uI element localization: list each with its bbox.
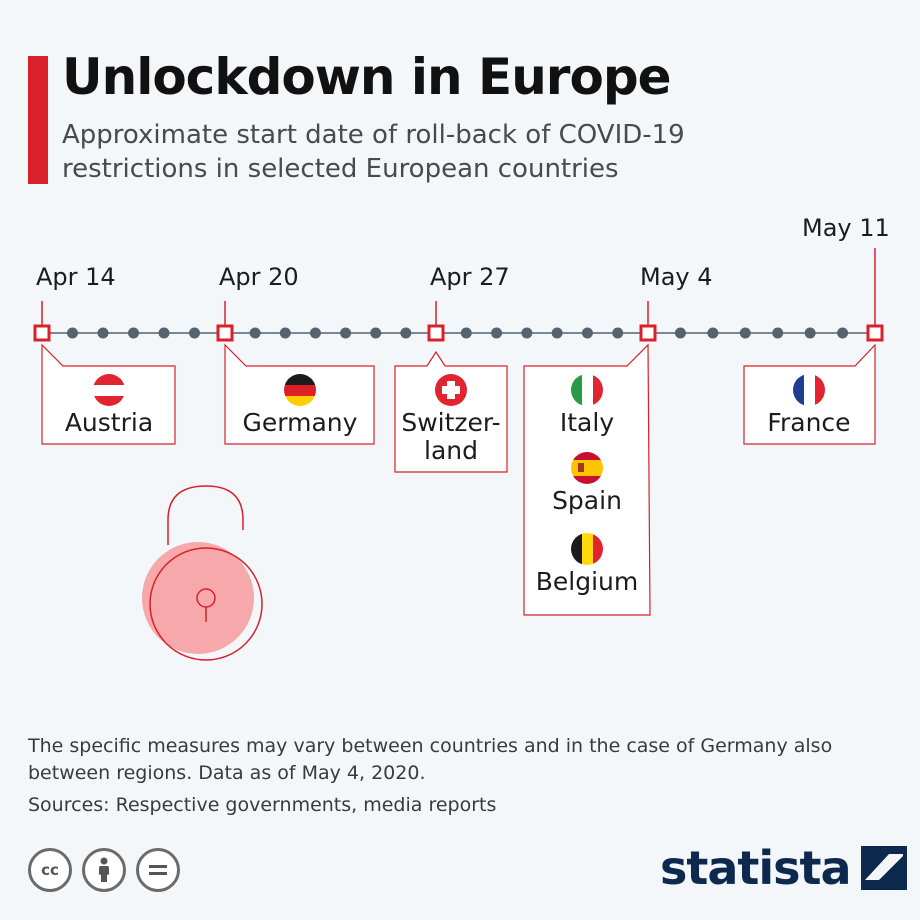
day-dot bbox=[370, 327, 382, 339]
day-dot bbox=[400, 327, 412, 339]
switzerland-flag-icon bbox=[435, 374, 467, 406]
statista-logo[interactable]: statista bbox=[660, 838, 907, 898]
attribution-icon[interactable] bbox=[82, 848, 126, 892]
day-dot bbox=[67, 327, 78, 339]
date-tick-may4: May 4 bbox=[639, 263, 713, 342]
brand-name: statista bbox=[660, 841, 852, 895]
no-derivatives-icon[interactable] bbox=[136, 848, 180, 892]
day-dot bbox=[739, 327, 751, 339]
country-label-switzerland: Switzer-land bbox=[401, 408, 500, 465]
country-label-spain: Spain bbox=[552, 486, 622, 515]
timeline-chart: Apr 14 Apr 20 Apr 27 May 4 May 11 Austri… bbox=[33, 214, 890, 661]
day-dot bbox=[340, 327, 352, 339]
statista-mark-icon bbox=[860, 846, 907, 890]
day-dot bbox=[249, 327, 261, 339]
date-label-apr27: Apr 27 bbox=[430, 263, 510, 291]
day-dot bbox=[128, 327, 139, 339]
germany-flag-icon bbox=[284, 374, 316, 406]
day-dot bbox=[837, 327, 849, 339]
spain-flag-icon bbox=[571, 452, 603, 484]
date-tick-apr27: Apr 27 bbox=[427, 263, 510, 342]
chart-subtitle: Approximate start date of roll-back of C… bbox=[62, 120, 685, 184]
day-dot bbox=[551, 327, 563, 339]
sources: Sources: Respective governments, media r… bbox=[28, 794, 497, 816]
country-label-belgium: Belgium bbox=[536, 567, 639, 596]
cc-icon[interactable]: cc bbox=[28, 848, 72, 892]
accent-bar bbox=[28, 56, 48, 184]
date-label-may4: May 4 bbox=[640, 263, 713, 291]
day-dot bbox=[97, 327, 109, 339]
event-box-may4: Italy Spain Belgium bbox=[523, 343, 651, 616]
day-dot bbox=[707, 327, 719, 339]
italy-flag-icon bbox=[571, 374, 603, 406]
event-box-france: France bbox=[743, 343, 876, 445]
footnote: The specific measures may vary between c… bbox=[28, 735, 833, 784]
belgium-flag-icon bbox=[571, 533, 603, 565]
day-dot bbox=[772, 327, 784, 339]
day-dot bbox=[279, 327, 291, 339]
date-tick-apr20: Apr 20 bbox=[216, 263, 299, 342]
france-flag-icon bbox=[793, 374, 825, 406]
day-dot bbox=[189, 327, 200, 339]
event-box-switzerland: Switzer-land bbox=[394, 350, 508, 473]
event-box-germany: Germany bbox=[224, 343, 375, 445]
date-label-may11: May 11 bbox=[802, 214, 890, 242]
event-box-austria: Austria bbox=[41, 343, 176, 445]
day-dot bbox=[804, 327, 816, 339]
country-label-italy: Italy bbox=[560, 408, 614, 437]
open-padlock-icon bbox=[142, 485, 263, 661]
day-dot bbox=[581, 327, 593, 339]
chart-title: Unlockdown in Europe bbox=[62, 48, 672, 106]
day-dot bbox=[674, 327, 686, 339]
date-tick-apr14: Apr 14 bbox=[33, 263, 116, 342]
day-dot bbox=[612, 327, 624, 339]
date-tick-may11: May 11 bbox=[802, 214, 890, 342]
date-label-apr20: Apr 20 bbox=[219, 263, 299, 291]
country-label-germany: Germany bbox=[243, 408, 358, 437]
austria-flag-icon bbox=[93, 374, 125, 406]
date-label-apr14: Apr 14 bbox=[36, 263, 116, 291]
day-dot bbox=[521, 327, 533, 339]
country-label-france: France bbox=[767, 408, 850, 437]
day-dot bbox=[491, 327, 503, 339]
day-dot bbox=[158, 327, 170, 339]
day-dot bbox=[460, 327, 472, 339]
day-dot bbox=[309, 327, 321, 339]
day-dots bbox=[67, 327, 849, 339]
country-label-austria: Austria bbox=[65, 408, 153, 437]
license-icons[interactable]: cc bbox=[28, 848, 180, 892]
